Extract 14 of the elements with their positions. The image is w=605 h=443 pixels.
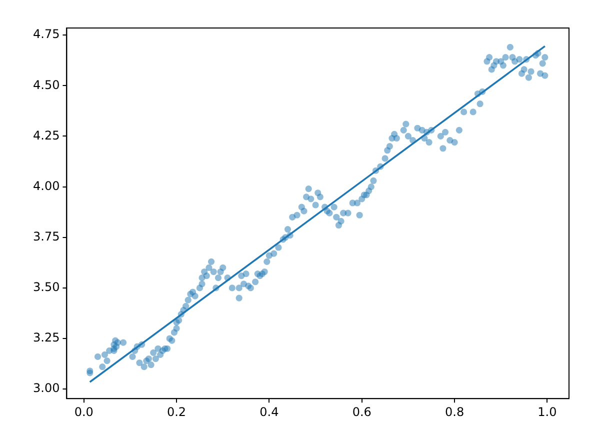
y-tick-label: 3.00	[33, 381, 60, 396]
x-tick-label: 0.8	[445, 404, 464, 419]
x-tick-label: 0.2	[166, 404, 186, 419]
x-tick-label: 0.4	[260, 404, 279, 419]
y-tick-label: 3.50	[33, 280, 60, 294]
y-tick-label: 3.75	[33, 230, 60, 244]
x-tick-label: 0.6	[352, 404, 372, 419]
y-tick-label: 4.25	[33, 128, 60, 142]
x-tick-label: 1.0	[538, 404, 557, 419]
y-tick-label: 3.25	[33, 330, 60, 345]
x-tick-label: 0.0	[74, 404, 94, 419]
y-tick-label: 4.50	[33, 78, 60, 92]
y-tick-label: 4.75	[33, 27, 60, 42]
y-tick-label: 4.00	[33, 178, 60, 193]
